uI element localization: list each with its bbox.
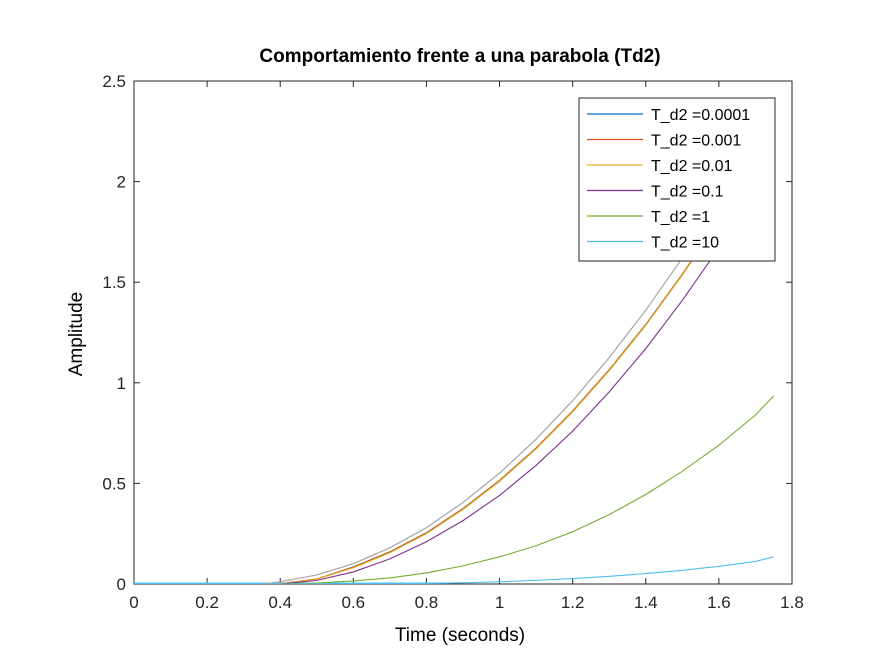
series-line-5 <box>134 395 775 584</box>
x-tick-label: 0.2 <box>195 593 219 612</box>
y-tick-label: 0.5 <box>102 474 126 493</box>
x-axis-label: Time (seconds) <box>395 625 525 646</box>
y-tick-label: 2 <box>117 173 126 192</box>
plot-area: 0 0.2 0.4 0.6 0.8 1 1.2 1.4 1.6 1.8 0 0.5 1 1.5 2 2.5 T_… <box>102 72 803 612</box>
y-tick-label: 1.5 <box>102 273 126 292</box>
legend-label-3: T_d2 =0.01 <box>651 158 733 175</box>
reference-line <box>261 140 756 584</box>
series-line-6 <box>134 556 774 584</box>
x-tick-label: 0.6 <box>342 593 366 612</box>
legend-label-1: T_d2 =0.0001 <box>651 107 750 124</box>
x-tick-label: 1.6 <box>707 593 731 612</box>
x-tick-label: 1.4 <box>634 593 658 612</box>
chart-title: Comportamiento frente a una parabola (Td… <box>259 46 660 67</box>
x-tick-label: 1.2 <box>561 593 585 612</box>
y-tick-label: 0 <box>117 575 126 594</box>
y-axis-label: Amplitude <box>66 292 87 377</box>
series-line-4 <box>134 190 756 584</box>
x-tick-label: 1.8 <box>780 593 804 612</box>
x-tick-label: 0.4 <box>268 593 292 612</box>
legend-box <box>578 97 776 262</box>
x-tick-label: 0.8 <box>415 593 439 612</box>
x-tick-label: 1 <box>495 593 504 612</box>
legend-label-2: T_d2 =0.001 <box>651 133 741 150</box>
legend-label-6: T_d2 =10 <box>651 235 719 252</box>
x-tick-label: 0 <box>129 593 138 612</box>
series-line-3 <box>134 161 756 584</box>
y-tick-label: 2.5 <box>102 72 126 91</box>
y-tick-label: 1 <box>117 374 126 393</box>
legend-label-5: T_d2 =1 <box>651 209 710 226</box>
legend-label-4: T_d2 =0.1 <box>651 184 724 201</box>
